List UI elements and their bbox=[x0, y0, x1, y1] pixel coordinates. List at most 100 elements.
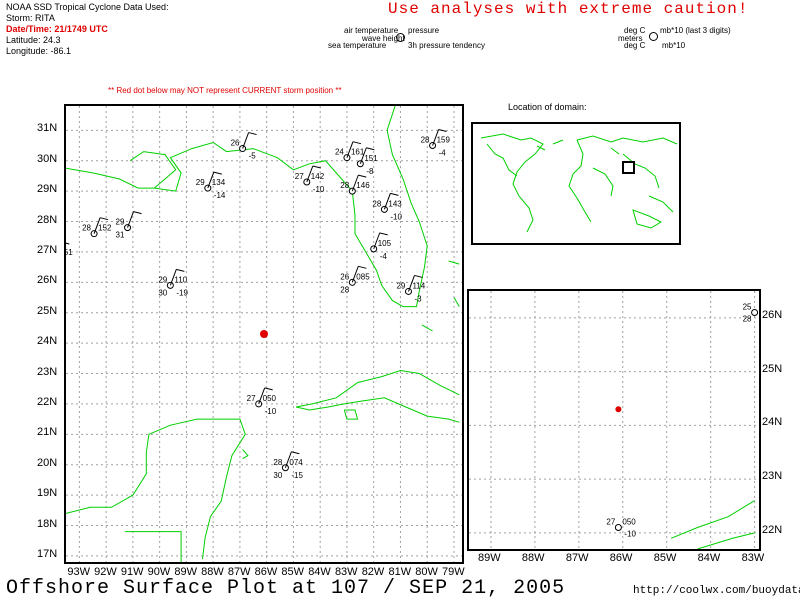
station-pressure: 085 bbox=[356, 272, 370, 281]
station-air-temp: 27 bbox=[295, 172, 304, 181]
station-air-temp: 28 bbox=[372, 199, 381, 208]
station-pressure: 074 bbox=[289, 458, 303, 467]
lon-label: 93W bbox=[67, 566, 90, 578]
domain-grid bbox=[469, 291, 759, 549]
station-tendency: -8 bbox=[366, 167, 374, 176]
wind-barb bbox=[169, 269, 177, 286]
lon-label: 92W bbox=[94, 566, 117, 578]
station-marker bbox=[429, 142, 437, 150]
coast-segment bbox=[453, 297, 460, 307]
coast-segment bbox=[343, 409, 359, 420]
lon-label: 86W bbox=[254, 566, 278, 578]
wind-barb bbox=[346, 141, 354, 158]
main-map[interactable]: 28 152 28 151 29 110 30 -19 29 31 29 134 -14 27 050 -10… bbox=[64, 104, 464, 564]
lon-label: 87W bbox=[565, 552, 589, 564]
lon-label: 81W bbox=[388, 566, 412, 578]
station-pressure: 105 bbox=[378, 239, 392, 248]
legend-mb10-2: mb*10 bbox=[662, 41, 686, 50]
station-pressure: 151 bbox=[364, 154, 378, 163]
plot-title: Offshore Surface Plot at 107 / SEP 21, 2… bbox=[6, 577, 566, 600]
station-tendency: -10 bbox=[313, 185, 325, 194]
wind-barb bbox=[176, 268, 185, 272]
domain-box bbox=[622, 161, 635, 174]
lon-label: 89W bbox=[174, 566, 198, 578]
datetime-text: Date/Time: 21/1749 UTC bbox=[6, 24, 108, 34]
station-pressure: 050 bbox=[263, 394, 277, 403]
lat-label: 28N bbox=[37, 213, 58, 226]
coast-segment bbox=[421, 324, 433, 332]
lat-label: 21N bbox=[37, 426, 58, 439]
station-tendency: -10 bbox=[390, 212, 402, 221]
wind-barb bbox=[207, 171, 215, 189]
station-tendency: -15 bbox=[291, 471, 303, 480]
wind-barb bbox=[438, 129, 447, 133]
lat-label: 23N bbox=[762, 470, 783, 483]
lat-label: 25N bbox=[762, 362, 783, 375]
world-map-canvas bbox=[480, 133, 678, 233]
station-marker bbox=[303, 178, 311, 186]
station-tendency: -14 bbox=[214, 191, 226, 200]
lat-label: 20N bbox=[37, 456, 58, 469]
coast-segment bbox=[295, 397, 460, 423]
legend-station-circle-icon bbox=[396, 33, 405, 42]
wind-barb bbox=[366, 147, 375, 151]
station-pressure: 114 bbox=[412, 281, 425, 290]
legend-deg-c-2: deg C bbox=[624, 41, 646, 50]
station-air-temp: 29 bbox=[158, 275, 167, 284]
lat-label: 26N bbox=[762, 308, 783, 321]
station-pressure: 152 bbox=[98, 224, 112, 233]
wind-barb bbox=[414, 274, 423, 278]
wind-barb bbox=[408, 275, 415, 292]
station-tendency: -4 bbox=[439, 149, 447, 158]
latitude-text: Latitude: 24.3 bbox=[6, 35, 61, 45]
lon-label: 79W bbox=[441, 566, 465, 578]
lat-label: 23N bbox=[37, 365, 58, 378]
legend-meters: meters bbox=[618, 34, 643, 43]
wind-barb bbox=[93, 217, 101, 234]
station-air-temp: 29 bbox=[116, 218, 125, 227]
station-pressure: 143 bbox=[388, 199, 402, 208]
station-tendency: -3 bbox=[414, 294, 422, 303]
coast-segment bbox=[242, 449, 249, 460]
storm-warning: ** Red dot below may NOT represent CURRE… bbox=[108, 86, 342, 95]
station-tendency: -10 bbox=[265, 407, 277, 416]
wind-barb bbox=[432, 129, 440, 146]
legend-wave-height: wave height bbox=[362, 34, 405, 43]
lat-label: 22N bbox=[37, 395, 58, 408]
station-air-temp: 29 bbox=[396, 281, 405, 290]
longitude-text: Longitude: -86.1 bbox=[6, 46, 72, 56]
station-pressure: 050 bbox=[622, 518, 636, 527]
wind-barb bbox=[264, 387, 273, 391]
source-url[interactable]: http://coolwx.com/buoydata bbox=[633, 585, 800, 597]
lat-label: 17N bbox=[37, 547, 58, 560]
wind-barb bbox=[306, 165, 314, 183]
wind-barb bbox=[373, 232, 381, 250]
legend-mb10: mb*10 (last 3 digits) bbox=[660, 26, 731, 35]
border-segment bbox=[124, 531, 182, 562]
main-stations: 28 152 28 151 29 110 30 -19 29 31 29 134 -14 27 050 -10… bbox=[66, 129, 450, 480]
caution-text: Use analyses with extreme caution! bbox=[388, 0, 749, 18]
wind-barb bbox=[127, 211, 135, 228]
lon-label: 83W bbox=[334, 566, 358, 578]
storm-position-dot bbox=[615, 406, 622, 413]
lon-label: 88W bbox=[201, 566, 224, 578]
station-marker bbox=[614, 524, 622, 531]
wind-barb bbox=[242, 132, 250, 149]
coast-segment bbox=[66, 434, 150, 514]
lat-label: 26N bbox=[37, 274, 58, 287]
lon-label: 84W bbox=[308, 566, 331, 578]
station-tendency: -5 bbox=[249, 152, 257, 161]
lon-label: 82W bbox=[361, 566, 385, 578]
storm-position-dot bbox=[260, 330, 268, 338]
station-pressure: 110 bbox=[174, 275, 187, 284]
lat-label: 19N bbox=[37, 487, 58, 500]
wind-barb bbox=[291, 451, 300, 455]
wind-barb bbox=[312, 165, 321, 169]
lon-label: 80W bbox=[415, 566, 438, 578]
lon-label: 85W bbox=[281, 566, 305, 578]
wind-barb bbox=[213, 171, 222, 175]
legend-air-temp: air temperature bbox=[344, 26, 399, 35]
main-grid bbox=[66, 106, 462, 562]
